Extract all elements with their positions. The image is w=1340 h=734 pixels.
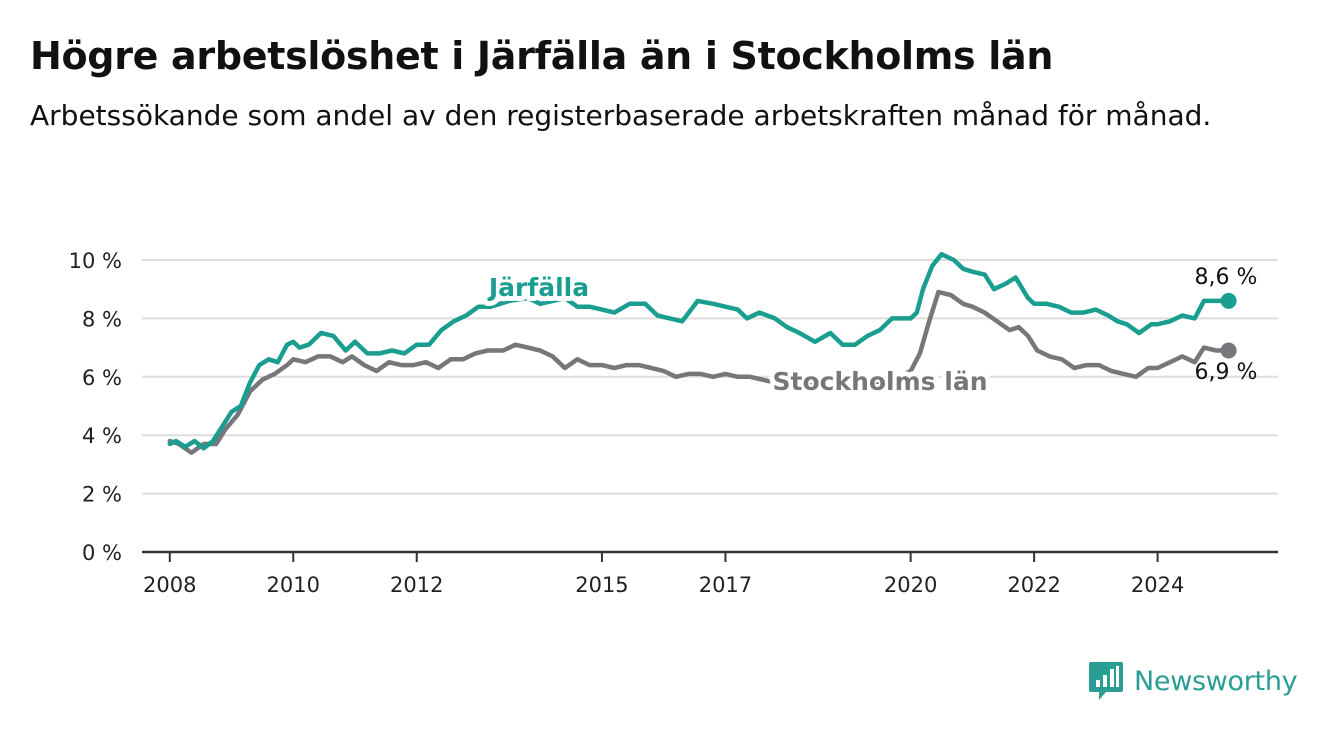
y-tick-label: 2 % [82, 483, 122, 507]
x-tick-label: 2022 [1007, 573, 1060, 597]
x-tick-label: 2017 [699, 573, 752, 597]
stockholm-line [167, 289, 1231, 455]
stockholm-end-label: 6,9 % [1195, 360, 1258, 385]
y-tick-label: 4 % [82, 424, 122, 448]
y-tick-label: 10 % [69, 249, 122, 273]
series-lines [167, 251, 1237, 455]
x-tick-label: 2008 [143, 573, 196, 597]
chart-title: Högre arbetslöshet i Järfälla än i Stock… [30, 34, 1054, 78]
y-tick-label: 0 % [82, 541, 122, 565]
jarfalla-series-label: Järfälla [487, 273, 589, 302]
stockholm-series-label: Stockholms län [773, 367, 988, 396]
jarfalla-series-label-halo: Järfälla [487, 273, 589, 302]
newsworthy-logo: Newsworthy [1088, 660, 1298, 702]
x-tick-label: 2010 [267, 573, 320, 597]
x-tick-label: 2012 [390, 573, 443, 597]
x-axis: 2008 2010 2012 2015 2017 2020 2022 2024 [142, 550, 1278, 597]
logo-text: Newsworthy [1134, 665, 1298, 697]
jarfalla-end-label: 8,6 % [1195, 265, 1258, 290]
x-tick-label: 2024 [1131, 573, 1184, 597]
stockholm-end-point [1220, 342, 1237, 359]
chart-subtitle: Arbetssökande som andel av den registerb… [30, 99, 1212, 132]
y-tick-label: 8 % [82, 307, 122, 331]
jarfalla-end-point [1220, 292, 1237, 309]
stockholm-series-label-halo: Stockholms län [773, 367, 988, 396]
bar-chart-logo-icon [1089, 662, 1123, 700]
x-tick-label: 2015 [575, 573, 628, 597]
y-axis: 0 % 2 % 4 % 6 % 8 % 10 % [69, 249, 122, 565]
y-tick-label: 6 % [82, 366, 122, 390]
x-tick-label: 2020 [884, 573, 937, 597]
jarfalla-line [167, 251, 1231, 451]
